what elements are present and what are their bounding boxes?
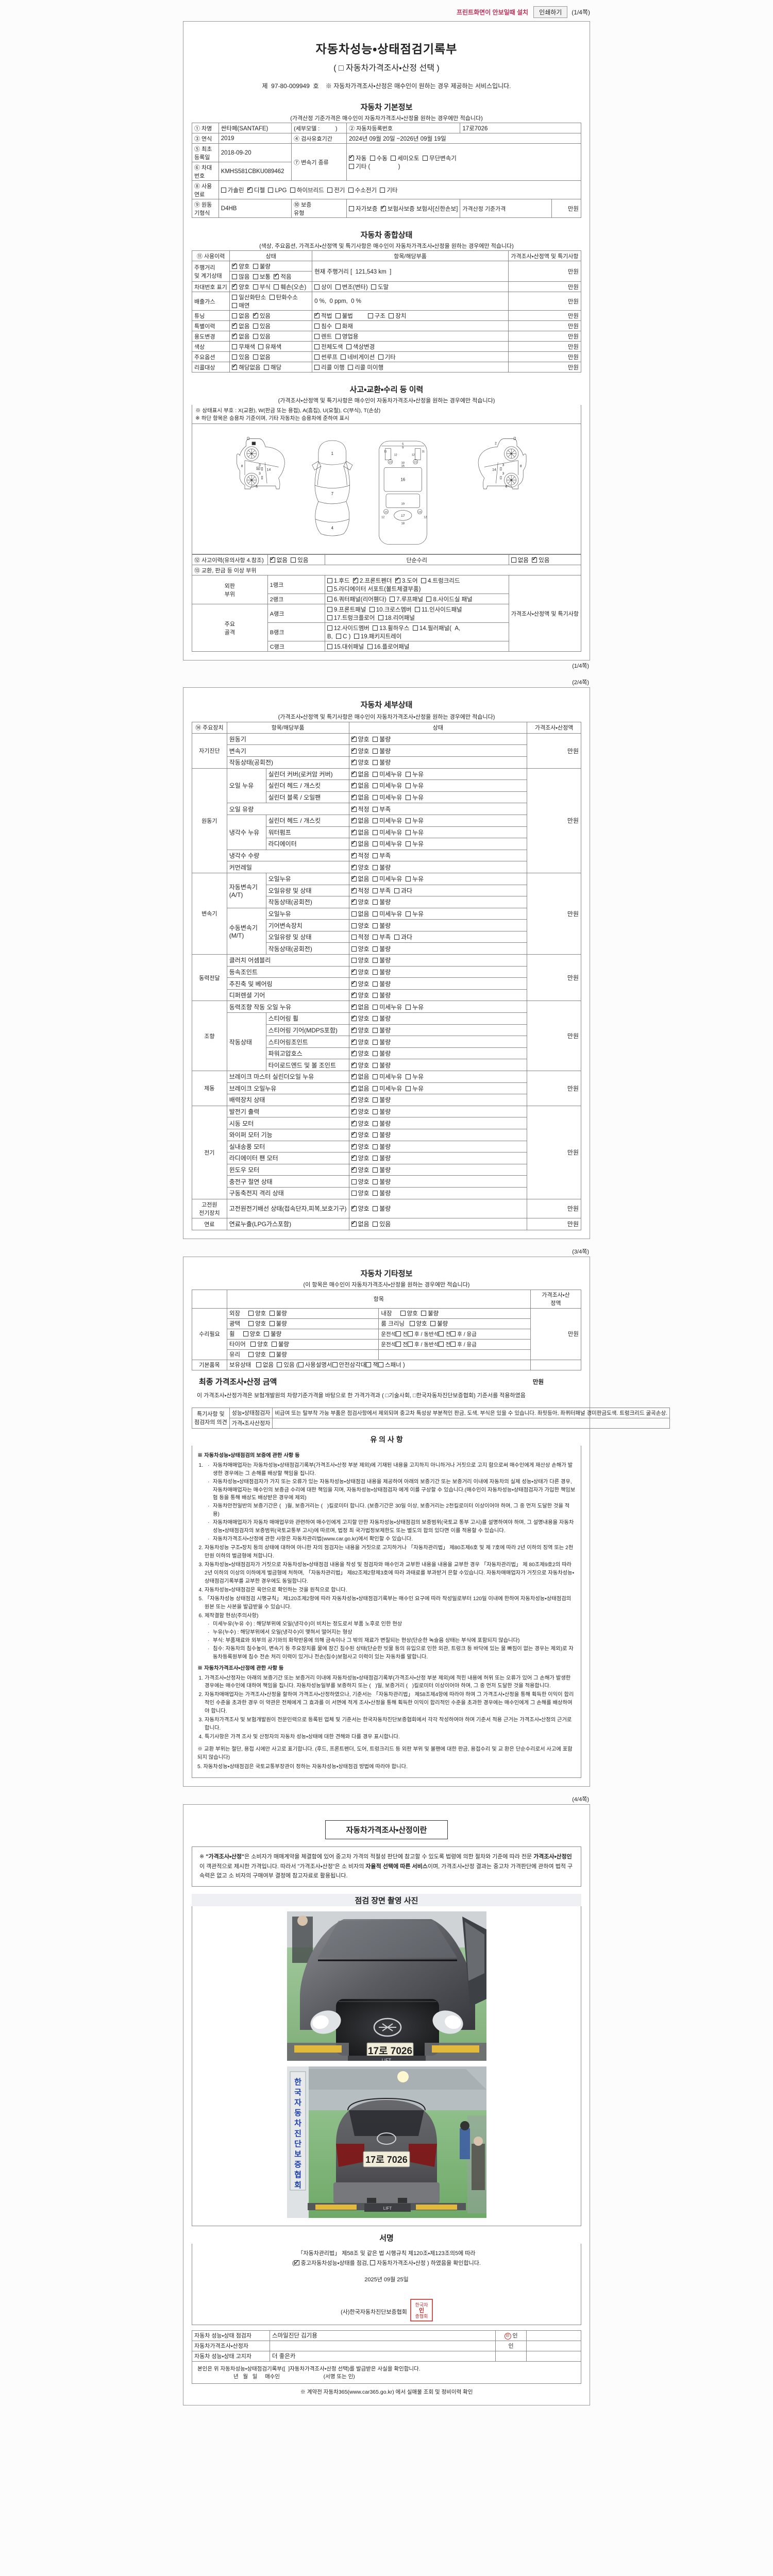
svg-text:16: 16	[400, 477, 405, 482]
svg-text:국: 국	[294, 2088, 301, 2097]
svg-text:3: 3	[259, 472, 261, 476]
svg-text:한국자: 한국자	[415, 2302, 428, 2308]
svg-text:17로 7026: 17로 7026	[365, 2155, 408, 2165]
svg-text:협: 협	[294, 2170, 301, 2179]
svg-text:4: 4	[331, 526, 334, 530]
svg-text:19: 19	[401, 502, 405, 505]
svg-text:10: 10	[401, 462, 405, 465]
svg-text:13: 13	[414, 461, 417, 464]
svg-text:3: 3	[502, 472, 505, 476]
svg-text:17: 17	[401, 514, 405, 518]
svg-text:증: 증	[294, 2160, 301, 2169]
svg-text:W: W	[257, 467, 260, 470]
svg-text:11: 11	[384, 450, 387, 453]
svg-text:14: 14	[267, 468, 271, 471]
svg-text:인: 인	[419, 2307, 424, 2314]
svg-text:12: 12	[394, 453, 397, 456]
svg-text:증협회: 증협회	[415, 2313, 428, 2319]
svg-text:진: 진	[294, 2129, 301, 2138]
svg-text:6: 6	[256, 485, 258, 489]
svg-text:LIFT: LIFT	[383, 2206, 392, 2211]
svg-text:13: 13	[384, 511, 388, 514]
svg-text:한: 한	[294, 2078, 301, 2087]
svg-text:단: 단	[294, 2140, 301, 2148]
svg-text:보: 보	[294, 2150, 301, 2159]
svg-text:3: 3	[502, 463, 505, 467]
svg-text:LIFT: LIFT	[381, 2058, 391, 2061]
svg-text:자: 자	[294, 2098, 301, 2107]
svg-text:9: 9	[402, 447, 404, 450]
svg-text:12: 12	[381, 516, 384, 519]
svg-text:8: 8	[520, 464, 522, 468]
svg-text:8: 8	[241, 464, 243, 468]
svg-text:6: 6	[506, 485, 508, 489]
svg-text:12: 12	[412, 453, 415, 456]
svg-text:11: 11	[422, 450, 425, 453]
svg-text:14: 14	[492, 468, 496, 471]
svg-text:17로 7026: 17로 7026	[367, 2046, 412, 2057]
svg-text:12: 12	[424, 516, 427, 519]
svg-text:5: 5	[402, 443, 404, 446]
svg-text:동: 동	[294, 2109, 301, 2117]
svg-text:1: 1	[331, 451, 333, 456]
svg-text:7: 7	[331, 492, 333, 496]
svg-text:18: 18	[401, 522, 405, 526]
svg-text:13: 13	[389, 461, 392, 464]
svg-text:차: 차	[294, 2119, 301, 2128]
svg-text:15: 15	[401, 465, 405, 468]
svg-text:회: 회	[294, 2181, 301, 2190]
svg-text:3: 3	[259, 463, 261, 467]
svg-text:2: 2	[495, 442, 497, 445]
svg-text:13: 13	[418, 511, 422, 514]
